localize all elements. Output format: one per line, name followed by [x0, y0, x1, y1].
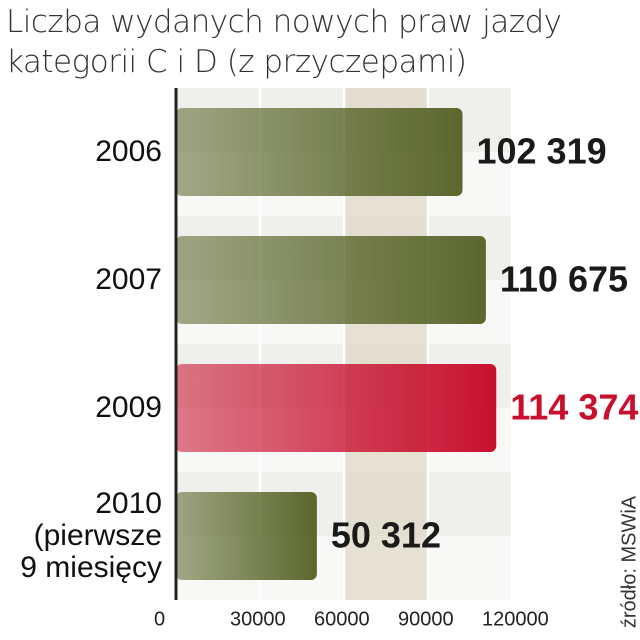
bar: [176, 492, 317, 580]
x-tick-label: 90000: [398, 608, 454, 630]
y-tick-label: 2010 (pierwsze 9 miesięcy: [20, 487, 162, 584]
value-label: 110 675: [500, 259, 628, 300]
y-tick-label: 2006: [95, 135, 162, 168]
source: źródło: MSWiA: [618, 495, 640, 628]
bar: [176, 236, 486, 324]
chart-title: Liczba wydanych nowych praw jazdy katego…: [6, 4, 562, 80]
x-tick-label: 0: [154, 608, 165, 630]
x-tick-label: 120000: [482, 608, 549, 630]
x-tick-label: 60000: [314, 608, 370, 630]
bar: [176, 108, 463, 196]
y-tick-label: 2009: [95, 391, 162, 424]
value-label: 50 312: [331, 515, 441, 556]
bar: [176, 364, 497, 452]
y-tick-label: 2007: [95, 263, 162, 296]
value-label: 102 319: [476, 131, 606, 172]
value-label: 114 374: [510, 387, 638, 428]
x-tick-label: 30000: [230, 608, 286, 630]
